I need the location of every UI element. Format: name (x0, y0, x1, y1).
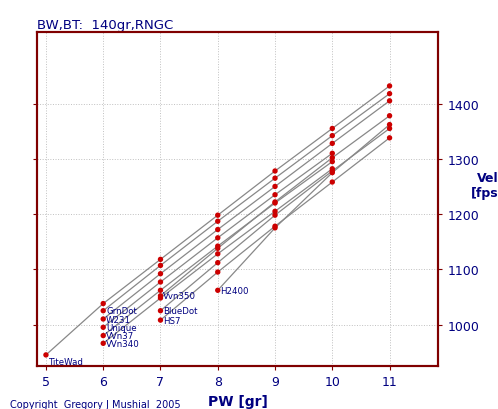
Point (156, 279, 164, 285)
Point (156, 271, 164, 277)
Point (214, 260, 222, 266)
Point (385, 98, 393, 105)
Point (271, 175, 279, 182)
Point (385, 122, 393, 128)
Point (271, 223, 279, 230)
Text: BlueDot: BlueDot (163, 306, 198, 315)
Point (99, 340, 107, 347)
Point (214, 245, 222, 252)
Point (385, 135, 393, 142)
Point (328, 179, 336, 186)
Point (156, 293, 164, 299)
Point (385, 113, 393, 120)
Text: HS7: HS7 (163, 316, 181, 325)
Point (99, 316, 107, 322)
Point (214, 218, 222, 225)
Point (99, 324, 107, 331)
Point (99, 333, 107, 339)
Point (328, 170, 336, 177)
Point (328, 159, 336, 166)
Point (156, 263, 164, 269)
X-axis label: PW [gr]: PW [gr] (208, 393, 268, 407)
Point (156, 295, 164, 301)
Point (271, 184, 279, 190)
Text: BW,BT:  140gr,RNGC: BW,BT: 140gr,RNGC (37, 18, 174, 31)
Text: W231: W231 (106, 315, 131, 324)
Point (214, 243, 222, 250)
Text: VVn37: VVn37 (106, 331, 134, 340)
Point (99, 301, 107, 307)
Point (271, 199, 279, 206)
Point (271, 192, 279, 198)
Text: TiteWad: TiteWad (49, 357, 84, 366)
Text: Copyright  Gregory J Mushial  2005: Copyright Gregory J Mushial 2005 (10, 399, 181, 409)
Point (328, 166, 336, 173)
Text: H2400: H2400 (221, 286, 249, 295)
Point (271, 209, 279, 215)
Point (214, 227, 222, 233)
Point (214, 287, 222, 294)
Point (328, 133, 336, 139)
Point (214, 235, 222, 241)
Text: VVn340: VVn340 (106, 339, 140, 348)
Point (271, 212, 279, 219)
Point (42, 352, 50, 358)
Text: GrnDot: GrnDot (106, 306, 137, 315)
Text: Vvn350: Vvn350 (163, 292, 196, 301)
Point (385, 83, 393, 90)
Text: Unique: Unique (106, 323, 136, 332)
Point (156, 287, 164, 294)
Point (385, 126, 393, 133)
Point (214, 269, 222, 276)
Point (328, 168, 336, 175)
Point (156, 256, 164, 263)
Point (328, 155, 336, 162)
Point (99, 308, 107, 314)
Point (156, 308, 164, 314)
Point (271, 168, 279, 175)
Point (156, 317, 164, 324)
Y-axis label: Vel
[fps]: Vel [fps] (471, 171, 498, 200)
Point (271, 225, 279, 231)
Point (385, 91, 393, 98)
Point (214, 212, 222, 219)
Point (271, 200, 279, 207)
Point (328, 151, 336, 157)
Point (328, 126, 336, 133)
Point (328, 141, 336, 147)
Point (214, 251, 222, 258)
